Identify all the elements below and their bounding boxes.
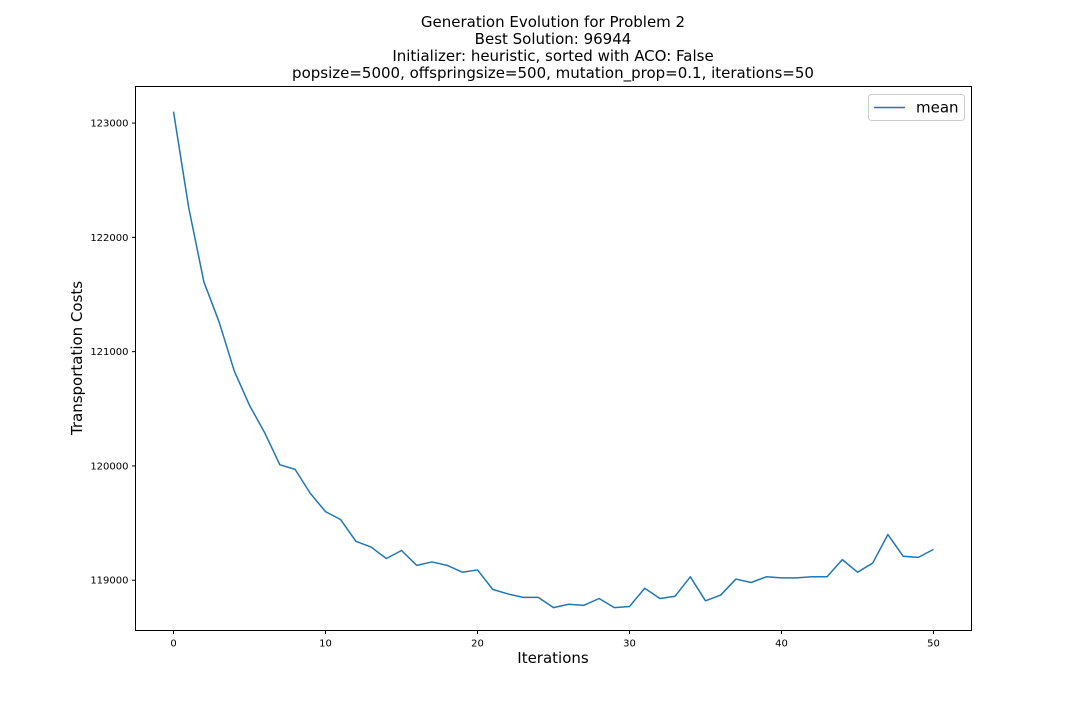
legend: mean (868, 94, 965, 121)
plot-area-frame (135, 86, 972, 631)
title-line-4: popsize=5000, offspringsize=500, mutatio… (292, 64, 814, 83)
legend-label: mean (916, 99, 959, 117)
series-line-mean (172, 111, 934, 609)
title-line-2: Best Solution: 96944 (475, 30, 632, 48)
title-line-1: Generation Evolution for Problem 2 (421, 13, 685, 31)
series-layer (172, 111, 934, 609)
y-tick-label: 122000 (90, 233, 128, 244)
y-tick-label: 123000 (90, 119, 128, 130)
y-tick-label: 119000 (90, 576, 128, 587)
y-axis-label: Transportation Costs (68, 281, 86, 436)
x-axis-ticks: 0 10 20 30 40 50 (170, 630, 940, 650)
x-tick-label: 10 (319, 639, 332, 650)
y-axis-ticks: 119000 120000 121000 122000 123000 (90, 119, 136, 587)
legend-box (868, 94, 965, 121)
x-axis-label: Iterations (517, 649, 589, 667)
chart-title: Generation Evolution for Problem 2 Best … (292, 13, 814, 83)
y-tick-label: 120000 (90, 461, 128, 472)
x-tick-label: 40 (775, 639, 788, 650)
y-tick-label: 121000 (90, 347, 128, 358)
title-line-3: Initializer: heuristic, sorted with ACO:… (392, 47, 713, 65)
x-tick-label: 50 (927, 639, 940, 650)
x-tick-label: 30 (623, 639, 636, 650)
x-tick-label: 0 (170, 639, 176, 650)
x-tick-label: 20 (471, 639, 484, 650)
